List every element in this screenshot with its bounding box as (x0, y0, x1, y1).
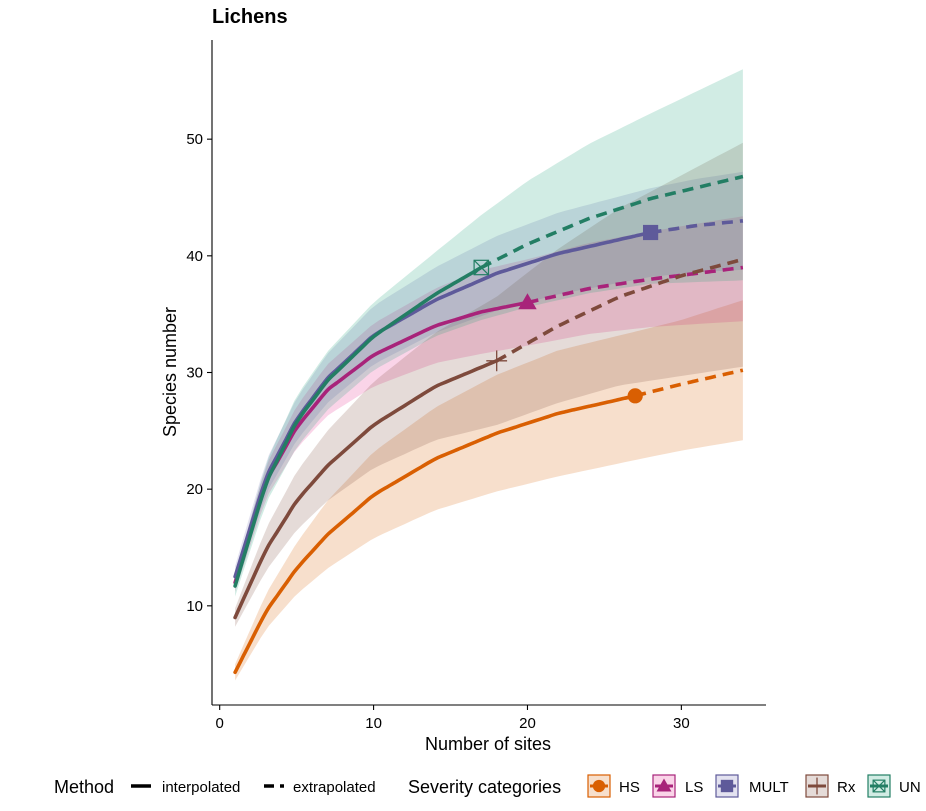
legend-key-ls (652, 774, 676, 798)
legend-key-hs (587, 774, 611, 798)
ribbon-ls (235, 216, 743, 592)
y-tick-label: 50 (186, 131, 203, 148)
y-ticks: 10 20 30 40 50 (186, 131, 212, 615)
line-extrapolated-mult (650, 219, 744, 235)
observed-point-mult (642, 224, 659, 241)
legend-label-ls: LS (685, 779, 703, 796)
series-lines (233, 174, 744, 675)
legend-key-mult (715, 774, 739, 798)
line-extrapolated-rx (494, 257, 744, 363)
legend-key-rx (805, 774, 829, 798)
y-tick-label: 20 (186, 481, 203, 498)
legend: Method interpolated extrapolated Severit… (54, 774, 921, 798)
legend-group-keys: HS LS MULT Rx UN (587, 774, 921, 798)
x-tick-label: 20 (519, 715, 536, 732)
legend-label-mult: MULT (749, 779, 789, 796)
observed-point-ls (518, 293, 537, 310)
x-tick-label: 30 (673, 715, 690, 732)
x-tick-label: 10 (365, 715, 382, 732)
legend-label-un: UN (899, 779, 921, 796)
x-ticks: 0 10 20 30 (216, 705, 690, 732)
ribbon-hs (235, 300, 743, 681)
observed-point-un (473, 259, 490, 276)
ribbon-un (235, 69, 743, 597)
observed-markers (473, 224, 659, 404)
observed-point-hs (627, 388, 643, 404)
legend-interpolated-label: interpolated (162, 779, 240, 796)
x-tick-label: 0 (216, 715, 224, 732)
legend-label-hs: HS (619, 779, 640, 796)
line-interpolated-rx (233, 359, 499, 620)
line-extrapolated-ls (527, 265, 744, 305)
confidence-ribbons (235, 69, 743, 681)
legend-group-title: Severity categories (408, 777, 561, 797)
ribbon-mult (235, 171, 743, 588)
line-extrapolated-hs (634, 368, 744, 398)
y-tick-label: 10 (186, 598, 203, 615)
legend-extrapolated-label: extrapolated (293, 779, 376, 796)
y-tick-label: 40 (186, 248, 203, 265)
legend-marker-hs (592, 779, 606, 793)
line-interpolated-hs (233, 394, 637, 675)
legend-label-rx: Rx (837, 779, 856, 796)
y-axis-label: Species number (160, 307, 180, 437)
legend-method-title: Method (54, 777, 114, 797)
observed-point-rx (486, 350, 508, 372)
axes: 0 10 20 30 10 20 30 40 50 Number of sites Speci… (160, 40, 766, 754)
legend-key-un (867, 774, 891, 798)
ribbon-rx (235, 142, 743, 627)
chart-title: Lichens (212, 6, 288, 28)
legend-marker-ls (656, 778, 672, 792)
legend-marker-rx (808, 777, 826, 795)
y-tick-label: 30 (186, 365, 203, 382)
legend-marker-un (872, 779, 886, 793)
x-axis-label: Number of sites (425, 734, 551, 754)
legend-marker-mult (720, 779, 734, 793)
line-interpolated-un (233, 265, 484, 588)
